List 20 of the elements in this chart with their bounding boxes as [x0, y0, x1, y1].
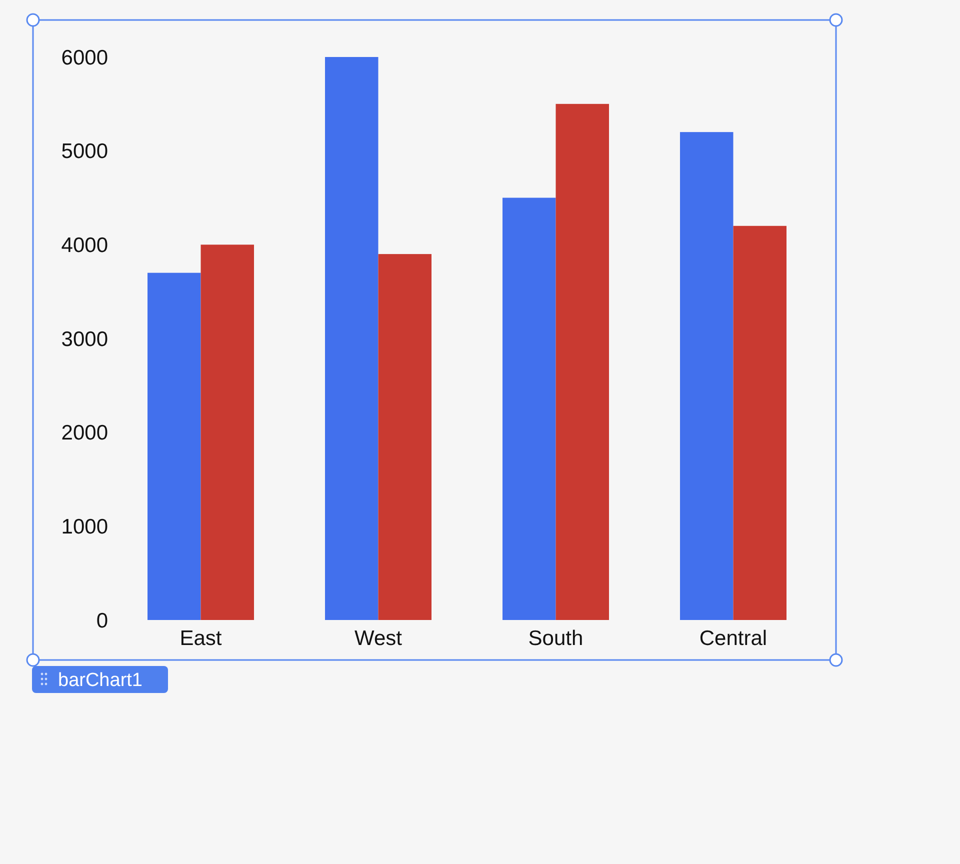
bar: [502, 198, 556, 620]
x-tick-label: South: [528, 627, 584, 650]
bar: [148, 272, 201, 620]
y-tick-label: 4000: [61, 234, 108, 258]
y-tick-label: 0: [96, 609, 108, 632]
y-tick-label: 5000: [61, 140, 108, 164]
y-tick-label: 2000: [61, 422, 108, 445]
bar: [733, 226, 786, 620]
bar: [680, 132, 734, 620]
bar: [556, 104, 609, 620]
x-tick-label: Central: [699, 627, 768, 650]
x-tick-label: West: [354, 627, 402, 650]
y-tick-label: 6000: [61, 46, 108, 70]
bar: [325, 57, 378, 620]
y-tick-label: 1000: [61, 516, 108, 539]
bar: [200, 244, 254, 620]
y-tick-label: 3000: [61, 328, 108, 351]
x-tick-label: East: [180, 627, 222, 650]
text: barChart1: [58, 670, 142, 691]
bar: [378, 254, 432, 620]
